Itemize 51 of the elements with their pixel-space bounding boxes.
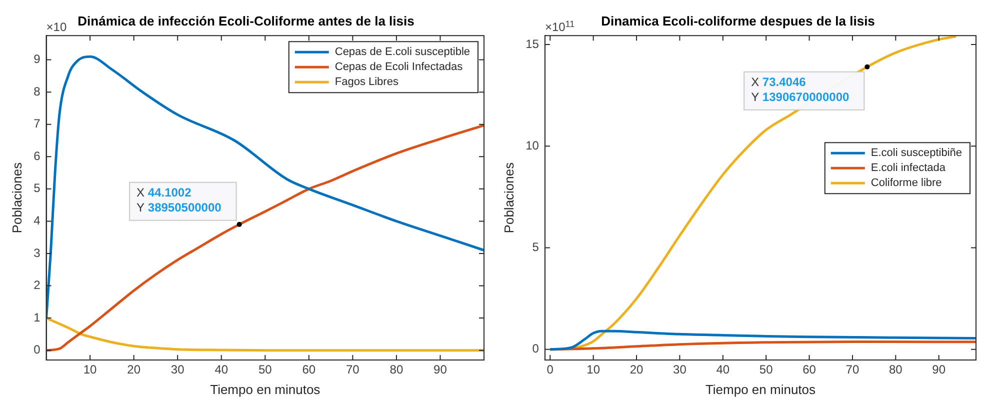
legend-label: E.coli infectada [870, 162, 946, 174]
legend-label: Fagos Libres [334, 76, 399, 88]
line-series [46, 124, 484, 352]
x-tick-label: 60 [802, 362, 816, 377]
x-tick-label: 20 [630, 362, 644, 377]
line-series [548, 330, 976, 351]
line-series [46, 316, 484, 352]
y-tick-label: 5 [532, 240, 540, 254]
y-tick-label: 1 [34, 310, 41, 324]
legend-label: Cepas de Ecoli Infectadas [334, 61, 464, 74]
x-tick-label: 40 [716, 362, 730, 377]
y-tick-label: 15 [526, 36, 540, 51]
y-tick-label: 4 [34, 214, 41, 228]
x-tick-label: 80 [390, 362, 404, 377]
x-tick-label: 50 [759, 362, 774, 377]
x-tick-label: 40 [214, 362, 228, 377]
y-axis-title: Poblaciones [501, 162, 516, 234]
x-tick-label: 70 [846, 362, 860, 377]
x-tick-label: 20 [127, 362, 141, 377]
x-tick-label: 90 [434, 362, 448, 377]
x-tick-label: 50 [258, 362, 272, 377]
x-tick-label: 10 [83, 362, 98, 377]
y-tick-label: 9 [34, 52, 41, 66]
chart-title: Dinamica Ecoli-coliforme despues de la lisis [601, 13, 875, 28]
x-tick-label: 60 [302, 362, 316, 377]
chart-title: Dinámica de infección Ecoli-Coliforme antes de la lisis [78, 13, 414, 28]
x-tick-label: 10 [586, 362, 600, 377]
y-tick-label: 7 [34, 116, 41, 131]
x-tick-label: 30 [673, 362, 687, 377]
y-tick-label: 6 [34, 148, 41, 163]
y-tick-label: 3 [34, 246, 41, 260]
y-tick-label: 5 [34, 181, 41, 196]
text: ×10 [46, 20, 67, 34]
y-tick-label: 0 [34, 342, 41, 357]
y-axis-title: Poblaciones [9, 162, 24, 234]
y-tick-label: 2 [34, 278, 41, 292]
legend-label: Coliforme libre [870, 177, 942, 190]
x-tick-label: 90 [932, 362, 946, 377]
x-axis-title: Tiempo en minutos [210, 382, 321, 397]
x-tick-label: 80 [888, 362, 903, 377]
x-tick-label: 30 [170, 362, 185, 377]
y-tick-label: 8 [34, 84, 41, 98]
legend-label: E.coli susceptibiñe [870, 147, 962, 160]
annotation: X 73.4046 Y 1390670000000 [751, 75, 850, 104]
x-axis-title: Tiempo en minutos [705, 382, 816, 397]
legend-label: Cepas de E.coli susceptible [334, 46, 470, 58]
x-tick-label: 70 [346, 362, 360, 377]
annotation: X 44.1002 Y 38950500000 [136, 186, 222, 215]
y-tick-label: 10 [526, 138, 540, 152]
x-tick-label: 0 [546, 362, 554, 377]
y-tick-label: 0 [532, 342, 540, 356]
